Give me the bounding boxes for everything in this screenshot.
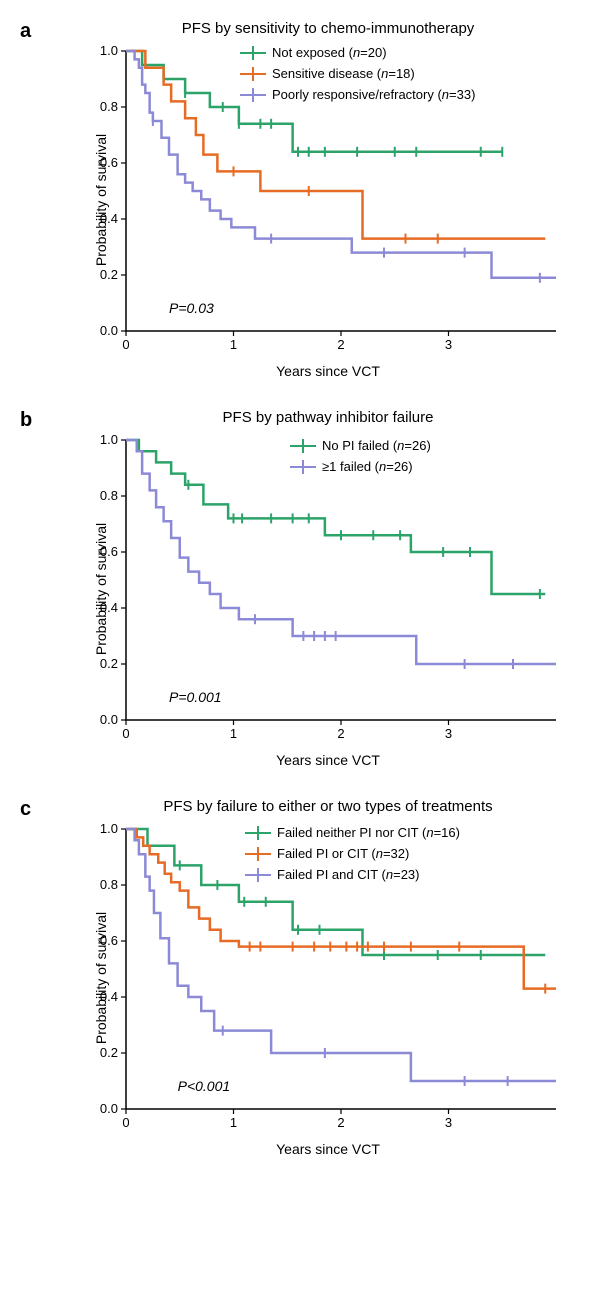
chart-area: Probability of survival0.00.20.40.60.81.…: [80, 819, 576, 1137]
svg-text:3: 3: [445, 1115, 452, 1130]
panel-label: b: [20, 409, 32, 432]
x-axis-label: Years since VCT: [80, 363, 576, 379]
legend: Not exposed (n=20) Sensitive disease (n=1…: [240, 45, 475, 108]
svg-text:0.2: 0.2: [100, 267, 118, 282]
x-axis-label: Years since VCT: [80, 1141, 576, 1157]
chart-title: PFS by pathway inhibitor failure: [80, 409, 576, 426]
panel-b: b PFS by pathway inhibitor failure Probabi…: [20, 409, 576, 768]
legend-item: Failed neither PI nor CIT (n=16): [245, 825, 460, 840]
x-axis-label: Years since VCT: [80, 752, 576, 768]
svg-text:2: 2: [337, 1115, 344, 1130]
svg-text:0: 0: [122, 337, 129, 352]
y-axis-label: Probability of survival: [93, 134, 109, 266]
legend-label: Poorly responsive/refractory (n=33): [272, 87, 475, 102]
svg-text:0.0: 0.0: [100, 323, 118, 338]
legend-label: Failed PI and CIT (n=23): [277, 867, 420, 882]
svg-text:0.2: 0.2: [100, 656, 118, 671]
legend-marker: [245, 847, 271, 861]
p-value: P=0.03: [169, 300, 214, 316]
svg-text:0: 0: [122, 726, 129, 741]
svg-text:0.8: 0.8: [100, 99, 118, 114]
chart-title: PFS by sensitivity to chemo-immunotherap…: [80, 20, 576, 37]
legend-marker: [240, 46, 266, 60]
y-axis-label: Probability of survival: [93, 912, 109, 1044]
legend-label: Failed neither PI nor CIT (n=16): [277, 825, 460, 840]
svg-text:3: 3: [445, 726, 452, 741]
svg-text:1.0: 1.0: [100, 43, 118, 58]
svg-text:1: 1: [230, 726, 237, 741]
legend-item: Poorly responsive/refractory (n=33): [240, 87, 475, 102]
svg-text:1.0: 1.0: [100, 432, 118, 447]
legend-marker: [240, 67, 266, 81]
svg-text:1: 1: [230, 337, 237, 352]
svg-text:0.0: 0.0: [100, 712, 118, 727]
p-value: P=0.001: [169, 689, 222, 705]
legend-label: Not exposed (n=20): [272, 45, 387, 60]
svg-text:0.0: 0.0: [100, 1101, 118, 1116]
legend-label: Failed PI or CIT (n=32): [277, 846, 409, 861]
legend-marker: [290, 439, 316, 453]
legend-label: ≥1 failed (n=26): [322, 459, 413, 474]
svg-text:2: 2: [337, 337, 344, 352]
svg-text:1: 1: [230, 1115, 237, 1130]
svg-text:0.8: 0.8: [100, 488, 118, 503]
y-axis-label: Probability of survival: [93, 523, 109, 655]
panel-label: a: [20, 20, 31, 43]
panel-a: a PFS by sensitivity to chemo-immunothera…: [20, 20, 576, 379]
legend-marker: [240, 88, 266, 102]
p-value: P<0.001: [178, 1078, 231, 1094]
legend-item: ≥1 failed (n=26): [290, 459, 431, 474]
legend: No PI failed (n=26) ≥1 failed (n=26): [290, 438, 431, 480]
legend-marker: [290, 460, 316, 474]
svg-text:0.2: 0.2: [100, 1045, 118, 1060]
svg-text:2: 2: [337, 726, 344, 741]
legend-item: Failed PI and CIT (n=23): [245, 867, 460, 882]
legend-label: No PI failed (n=26): [322, 438, 431, 453]
legend-marker: [245, 826, 271, 840]
legend-marker: [245, 868, 271, 882]
svg-text:1.0: 1.0: [100, 821, 118, 836]
chart-area: Probability of survival0.00.20.40.60.81.…: [80, 430, 576, 748]
chart-title: PFS by failure to either or two types of…: [80, 798, 576, 815]
panel-c: c PFS by failure to either or two types o…: [20, 798, 576, 1157]
svg-text:3: 3: [445, 337, 452, 352]
svg-text:0: 0: [122, 1115, 129, 1130]
legend-item: No PI failed (n=26): [290, 438, 431, 453]
legend: Failed neither PI nor CIT (n=16) Failed P…: [245, 825, 460, 888]
chart-area: Probability of survival0.00.20.40.60.81.…: [80, 41, 576, 359]
legend-label: Sensitive disease (n=18): [272, 66, 415, 81]
legend-item: Sensitive disease (n=18): [240, 66, 475, 81]
svg-text:0.8: 0.8: [100, 877, 118, 892]
legend-item: Not exposed (n=20): [240, 45, 475, 60]
panel-label: c: [20, 798, 31, 821]
legend-item: Failed PI or CIT (n=32): [245, 846, 460, 861]
